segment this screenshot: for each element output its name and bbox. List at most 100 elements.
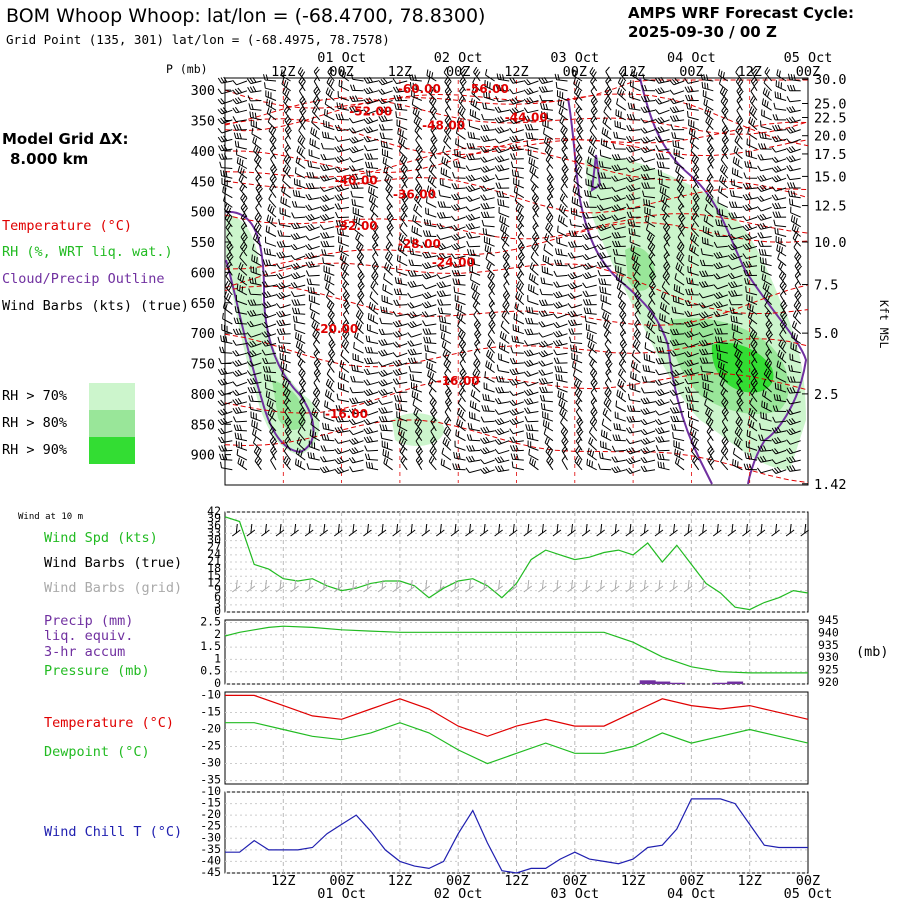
wind-barb [692,192,700,208]
wind-barb [706,426,714,441]
wind-barb [379,317,393,325]
wind-barb [733,145,743,160]
wind-barb [654,398,670,406]
wind-chill-tick: -35 [200,842,221,856]
wind-barb [612,143,626,150]
wind-barb [480,458,495,465]
wind-barb [618,66,627,82]
wind-barb [465,195,481,202]
wind-barb [764,358,772,373]
surface-wind-barb [261,523,270,537]
temperature-contour-line [224,262,809,315]
wind-barb [619,309,627,325]
wind-barb [554,259,568,267]
wind-barb [474,338,481,354]
wind-barb [470,273,481,286]
wind-barb [407,302,422,309]
wind-barb [757,154,772,161]
wind-barb [675,262,685,276]
wind-barb [661,281,670,296]
wind-barb [538,85,553,93]
temperature-contour-label: -40.00 [335,173,378,187]
wind-barb [269,144,277,160]
grid-wind-barb [508,579,518,593]
wind-barb [321,434,335,442]
wind-barb [605,348,613,364]
wind-barb [365,161,379,169]
pressure-tick-label: 750 [191,357,215,373]
wind-barb [363,418,379,426]
wind-barb [576,416,584,432]
wind-barb [669,115,685,122]
wind-barb [263,374,277,383]
wind-barb [414,193,423,208]
wind-barb [399,222,408,237]
wind-barb [788,364,801,374]
wind-barb [698,292,714,299]
wind-barb [324,273,335,286]
wind-barb [336,393,349,403]
wind-barb [684,386,699,393]
wind-barb [482,102,495,111]
pressure-right-tick: 920 [818,675,839,689]
wind-barbs-true-label: Wind Barbs (true) [44,555,182,571]
surface-wind-barb [231,523,241,537]
wind-barb [511,335,524,344]
wind-barb [771,426,787,434]
wind-barb [543,243,554,257]
wind-barb [541,111,554,121]
wind-barb [310,127,320,140]
wind-barb [673,440,685,451]
wind-barb [380,306,393,315]
wind-barb [469,400,481,412]
wind-barb [571,352,583,364]
wind-barb [378,328,393,335]
wind-barb [757,455,772,463]
wind-barb [294,167,306,179]
wind-barb [630,69,641,82]
wind-barbs [217,66,802,474]
wind-barb [556,382,568,393]
wind-barb [295,332,306,344]
wind-barb [773,102,787,111]
wind-barb [334,155,350,163]
wind-barb [557,225,568,237]
wind-barb [570,207,583,218]
wind-barb [222,186,233,199]
wind-barb [483,382,495,393]
wind-barb [596,243,612,250]
wind-barb [556,90,568,101]
temperature-line [225,694,809,737]
wind-barb [277,230,291,237]
wind-barb [532,202,540,218]
wind-barb [312,96,321,111]
wind-barb [587,145,598,160]
wind-barb [654,410,670,416]
wind-barb [654,388,670,397]
wind-barb [672,140,685,150]
wind-barb [407,311,422,319]
wind-barb [295,156,306,169]
wind-barb [556,236,568,247]
wind-barb [771,147,787,153]
wind-barb [517,241,526,257]
wind-barb [458,338,467,354]
wind-barb [319,174,335,182]
wind-barb [598,452,612,461]
wind-barb [235,294,248,306]
grid-wind-barb [669,579,678,593]
wind-barb [673,284,685,296]
wind-barb [441,447,452,461]
wind-barb [280,69,291,82]
wind-barb [495,182,510,189]
wind-barb [568,328,583,335]
temperature-contour-label: -32.00 [335,219,378,233]
wind-barb [630,371,641,383]
wind-barb [290,262,306,270]
wind-barb [429,144,438,160]
wind-barb [761,98,772,111]
wind-barb [436,290,451,297]
wind-barb [575,154,583,169]
wind-barb [334,203,349,210]
wind-barb [454,149,466,160]
